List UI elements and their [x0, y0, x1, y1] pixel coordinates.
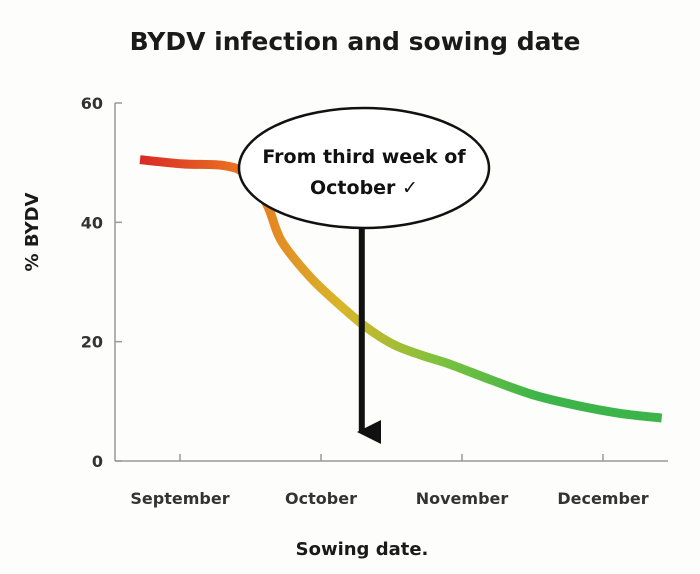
y-axis-title: % BYDV: [22, 192, 43, 271]
axis-ticks: 0 20 40 60 September October November December: [81, 94, 649, 508]
callout-text-line1: From third week of: [262, 146, 466, 168]
y-tick-label: 60: [81, 94, 103, 113]
callout-ellipse: [237, 106, 491, 230]
callout: From third week of October ✓: [237, 106, 491, 444]
y-tick-label: 20: [81, 333, 103, 352]
x-tick-label: September: [130, 489, 229, 508]
callout-text-line2: October ✓: [310, 177, 418, 199]
x-axis-title: Sowing date.: [296, 539, 429, 560]
x-tick-label: December: [557, 489, 648, 508]
x-tick-label: October: [285, 489, 357, 508]
y-tick-label: 40: [81, 213, 103, 232]
x-tick-label: November: [416, 489, 509, 508]
y-tick-label: 0: [92, 452, 103, 471]
chart-title: BYDV infection and sowing date: [130, 27, 581, 56]
